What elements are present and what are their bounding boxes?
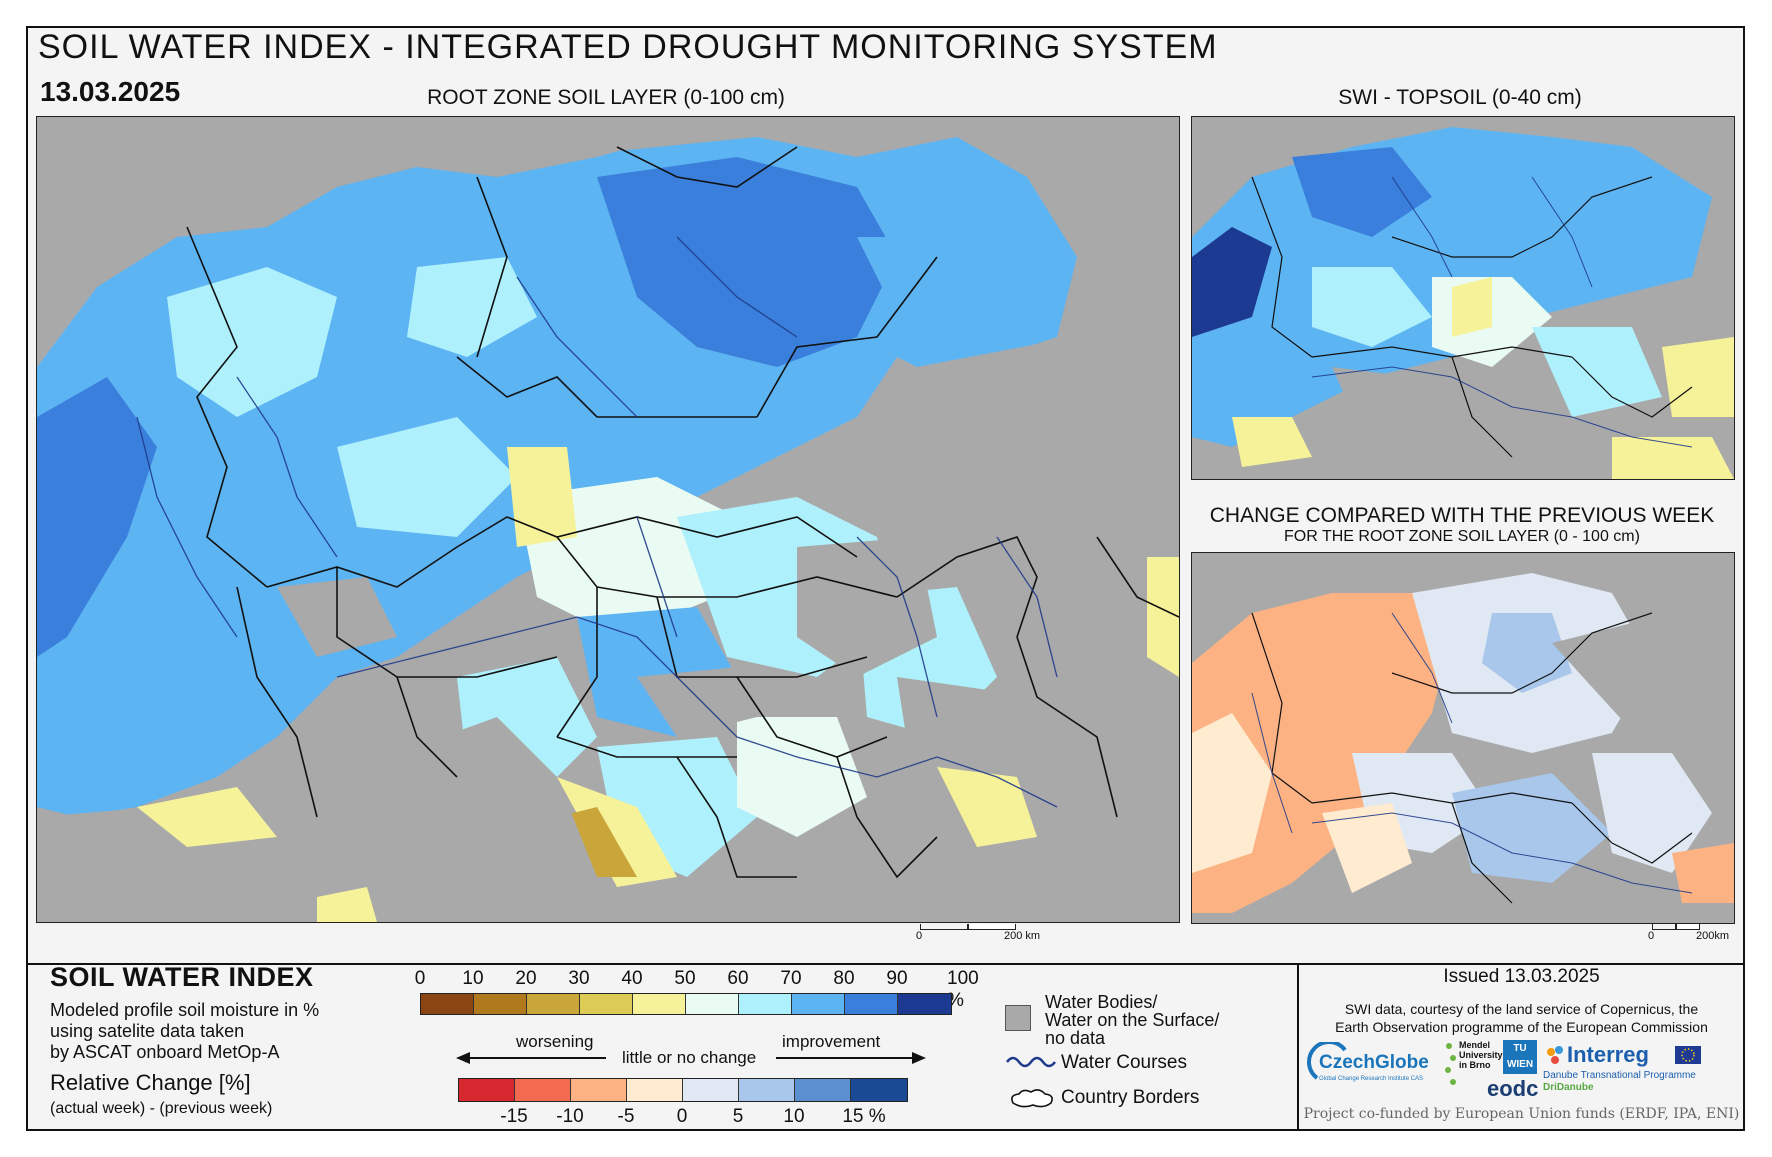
swi-tick: 0 [414,968,426,989]
relative-change-title: Relative Change [%] [50,1070,251,1095]
water-courses-legend: Water Courses [1005,1052,1187,1074]
eu-flag-icon [1675,1046,1701,1064]
swi-tick: 40 [621,968,643,989]
change-direction-arrows: worsening little or no change improvemen… [456,1032,926,1067]
swi-tick: 30 [568,968,590,989]
river-icon [1006,1056,1056,1068]
issued-date: Issued 13.03.2025 [1443,966,1600,987]
rc-tick: 15 % [842,1106,886,1127]
main-map-title: ROOT ZONE SOIL LAYER (0-100 cm) [427,86,785,109]
change-color-swatch [683,1079,739,1101]
rc-tick: 5 [732,1106,744,1127]
swi-color-swatch [898,994,951,1014]
relative-change-ticks: -15 -10 -5 0 5 10 15 % [458,1106,918,1130]
rc-tick: -15 [500,1106,528,1127]
map-date: 13.03.2025 [40,76,181,107]
tu-wien-logo: TU WIEN [1503,1040,1537,1074]
rc-tick: -5 [617,1106,635,1127]
legend-separator [26,963,1745,965]
swi-color-swatch [686,994,739,1014]
swi-tick: 50 [674,968,696,989]
interreg-flower-icon [1547,1046,1563,1064]
swi-tick: 60 [727,968,749,989]
swi-color-scale [420,993,952,1015]
change-map-subtitle: FOR THE ROOT ZONE SOIL LAYER (0 - 100 cm… [1284,528,1640,545]
change-color-swatch [627,1079,683,1101]
little-change-label: little or no change [622,1048,757,1067]
rc-tick: 0 [676,1106,688,1127]
data-credit: SWI data, courtesy of the land service o… [1335,1001,1708,1035]
swi-legend-description: Modeled profile soil moisture in % using… [50,1000,320,1062]
swi-tick: 20 [515,968,537,989]
swi-color-swatch [845,994,898,1014]
swi-tick: 70 [780,968,802,989]
swi-color-swatch [527,994,580,1014]
topsoil-map-title: SWI - TOPSOIL (0-40 cm) [1338,86,1582,109]
swi-scale-ticks: 0 10 20 30 40 50 60 70 80 90 100 % [415,968,1010,1011]
change-map[interactable] [1191,552,1735,924]
swi-color-swatch [580,994,633,1014]
czechglobe-logo: CzechGlobe Global Change Research Instit… [1305,1042,1440,1092]
relative-change-color-scale [458,1078,908,1102]
credits-separator [1297,963,1299,1131]
water-bodies-legend: Water Bodies/ Water on the Surface/ no d… [1005,993,1219,1047]
main-map-scale-bar: 0 200 km [916,924,1046,944]
change-color-swatch [739,1079,795,1101]
rc-tick: -10 [556,1106,584,1127]
change-map-title: CHANGE COMPARED WITH THE PREVIOUS WEEK [1209,504,1715,527]
small-map-scale-bar: 0 200km [1648,924,1738,944]
swi-color-swatch [792,994,845,1014]
worsening-label: worsening [516,1032,594,1051]
root-zone-map[interactable] [36,116,1180,923]
rc-tick: 10 [783,1106,805,1127]
improvement-label: improvement [782,1032,881,1051]
swi-tick: 80 [833,968,855,989]
border-icon [1011,1089,1053,1108]
swi-legend-title: SOIL WATER INDEX [50,962,314,992]
swi-tick: 100 % [947,968,979,1011]
swi-color-swatch [421,994,474,1014]
eodc-logo: eodc [1487,1076,1539,1101]
change-color-swatch [795,1079,851,1101]
interreg-logo: Interreg Danube Transnational Programme … [1543,1040,1743,1100]
swi-tick: 90 [886,968,908,989]
swi-color-swatch [474,994,527,1014]
swi-color-swatch [739,994,792,1014]
page-title: SOIL WATER INDEX - INTEGRATED DROUGHT MO… [38,28,1218,66]
change-color-swatch [571,1079,627,1101]
change-color-swatch [459,1079,515,1101]
no-data-swatch [1005,1005,1031,1031]
change-color-swatch [851,1079,907,1101]
topsoil-map[interactable] [1191,116,1735,480]
partner-logos: CzechGlobe Global Change Research Instit… [1305,1040,1740,1102]
change-color-swatch [515,1079,571,1101]
cofunding-note: Project co-funded by European Union fund… [1303,1106,1740,1122]
country-borders-legend: Country Borders [1005,1085,1199,1111]
relative-change-subtitle: (actual week) - (previous week) [50,1100,273,1117]
swi-tick: 10 [462,968,484,989]
swi-color-swatch [633,994,686,1014]
mendel-logo: Mendel University in Brno [1443,1040,1503,1090]
